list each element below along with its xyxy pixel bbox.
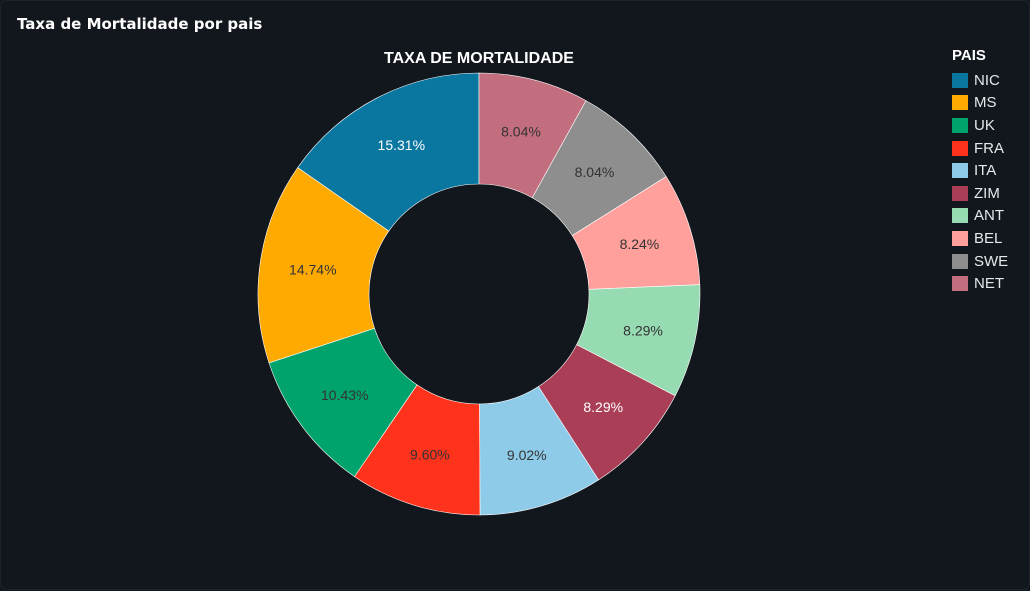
slice-ms[interactable] [257,167,390,364]
slice-label-nic: 15.31% [378,137,425,153]
legend-item-zim[interactable]: ZIM [952,182,1008,205]
slice-nic[interactable] [297,72,480,232]
legend-label: ZIM [974,184,1000,202]
legend-title: PAIS [952,47,986,64]
legend-label: ANT [974,207,1004,225]
legend-item-ms[interactable]: MS [952,92,1008,115]
legend-label: FRA [974,139,1004,157]
legend-label: BEL [974,229,1003,247]
legend: PAIS NIC MS UK FRA ITA ZIM ANT BEL SWE NET [952,47,1008,295]
legend-swatch [952,185,968,201]
slice-label-swe: 8.04% [575,164,615,180]
legend-swatch [952,140,968,156]
legend-swatch [952,208,968,224]
legend-label: UK [974,116,995,134]
legend-item-swe[interactable]: SWE [952,250,1008,273]
legend-label: NIC [974,71,1000,89]
legend-items: NIC MS UK FRA ITA ZIM ANT BEL SWE NET [952,69,1008,295]
slice-label-bel: 8.24% [620,236,660,252]
legend-item-bel[interactable]: BEL [952,227,1008,250]
legend-item-nic[interactable]: NIC [952,69,1008,92]
slice-label-ms: 14.74% [289,262,336,278]
slice-label-uk: 10.43% [321,387,368,403]
panel-title: Taxa de Mortalidade por pais [17,15,263,33]
slice-net[interactable] [478,72,587,199]
legend-item-uk[interactable]: UK [952,114,1008,137]
legend-item-fra[interactable]: FRA [952,137,1008,160]
slice-label-zim: 8.29% [583,399,623,415]
slice-label-ant: 8.29% [623,322,663,338]
chart-title: TAXA DE MORTALIDADE [384,50,574,67]
legend-swatch [952,230,968,246]
slice-label-ita: 9.02% [507,447,547,463]
legend-label: MS [974,94,997,112]
legend-swatch [952,163,968,179]
legend-swatch [952,72,968,88]
legend-item-ant[interactable]: ANT [952,205,1008,228]
legend-swatch [952,95,968,111]
legend-item-ita[interactable]: ITA [952,159,1008,182]
legend-label: SWE [974,252,1009,270]
legend-item-net[interactable]: NET [952,272,1008,295]
legend-swatch [952,253,968,269]
legend-label: NET [974,275,1004,293]
slice-label-net: 8.04% [501,123,541,139]
slice-label-fra: 9.60% [410,447,450,463]
legend-label: ITA [974,162,997,180]
legend-swatch [952,117,968,133]
legend-swatch [952,276,968,292]
